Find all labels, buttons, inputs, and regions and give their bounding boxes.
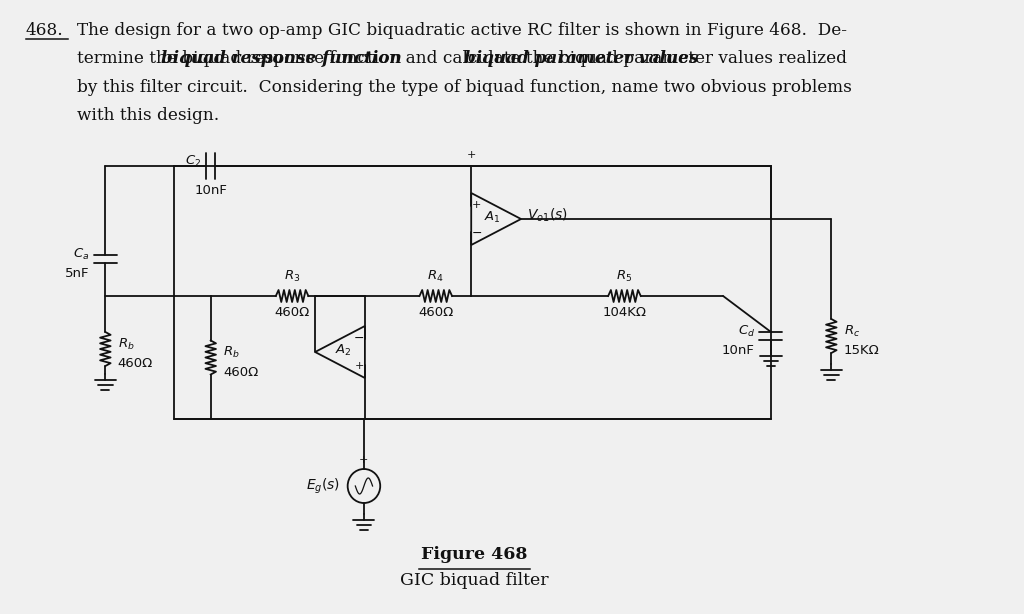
Text: with this design.: with this design. (77, 107, 219, 124)
Text: by this filter circuit.  Considering the type of biquad function, name two obvio: by this filter circuit. Considering the … (77, 79, 852, 96)
Text: $V_{o1}(s)$: $V_{o1}(s)$ (526, 206, 567, 223)
Text: +: + (467, 150, 476, 160)
Text: 10nF: 10nF (195, 184, 227, 197)
Text: $A_1$: $A_1$ (484, 209, 501, 225)
Text: 5nF: 5nF (65, 267, 89, 280)
Text: +: + (472, 200, 481, 210)
Text: 460Ω: 460Ω (418, 306, 454, 319)
Text: $A_2$: $A_2$ (336, 343, 352, 357)
Text: The design for a two op-amp GIC biquadratic active RC filter is shown in Figure : The design for a two op-amp GIC biquadra… (77, 22, 847, 39)
Text: $R_b$: $R_b$ (118, 336, 134, 352)
Text: $R_3$: $R_3$ (284, 270, 300, 284)
Text: +: + (354, 361, 364, 371)
Text: 15KΩ: 15KΩ (844, 344, 880, 357)
Text: 468.: 468. (26, 22, 63, 39)
Text: 460Ω: 460Ω (223, 365, 258, 378)
Text: biquad response function: biquad response function (161, 50, 401, 68)
Text: Figure 468: Figure 468 (421, 546, 527, 563)
Text: −: − (354, 332, 365, 344)
Text: $R_4$: $R_4$ (427, 270, 444, 284)
Text: $R_5$: $R_5$ (616, 270, 633, 284)
Text: −: − (472, 227, 482, 239)
Text: +: + (359, 455, 369, 465)
Text: 460Ω: 460Ω (118, 357, 153, 370)
Text: $E_g(s)$: $E_g(s)$ (306, 476, 340, 495)
Text: GIC biquad filter: GIC biquad filter (399, 572, 549, 589)
Text: $C_d$: $C_d$ (737, 324, 755, 338)
Text: $R_b$: $R_b$ (223, 345, 240, 360)
Text: $R_c$: $R_c$ (844, 324, 860, 338)
Text: $C_2$: $C_2$ (185, 154, 202, 169)
Bar (174, 166, 771, 419)
Text: biquad parameter values: biquad parameter values (464, 50, 698, 68)
Text: $C_a$: $C_a$ (73, 246, 89, 262)
Text: 10nF: 10nF (722, 344, 755, 357)
Text: 104KΩ: 104KΩ (602, 306, 646, 319)
Text: 460Ω: 460Ω (274, 306, 309, 319)
Text: termine the biquad response function and calculate the biquad parameter values r: termine the biquad response function and… (77, 50, 847, 68)
